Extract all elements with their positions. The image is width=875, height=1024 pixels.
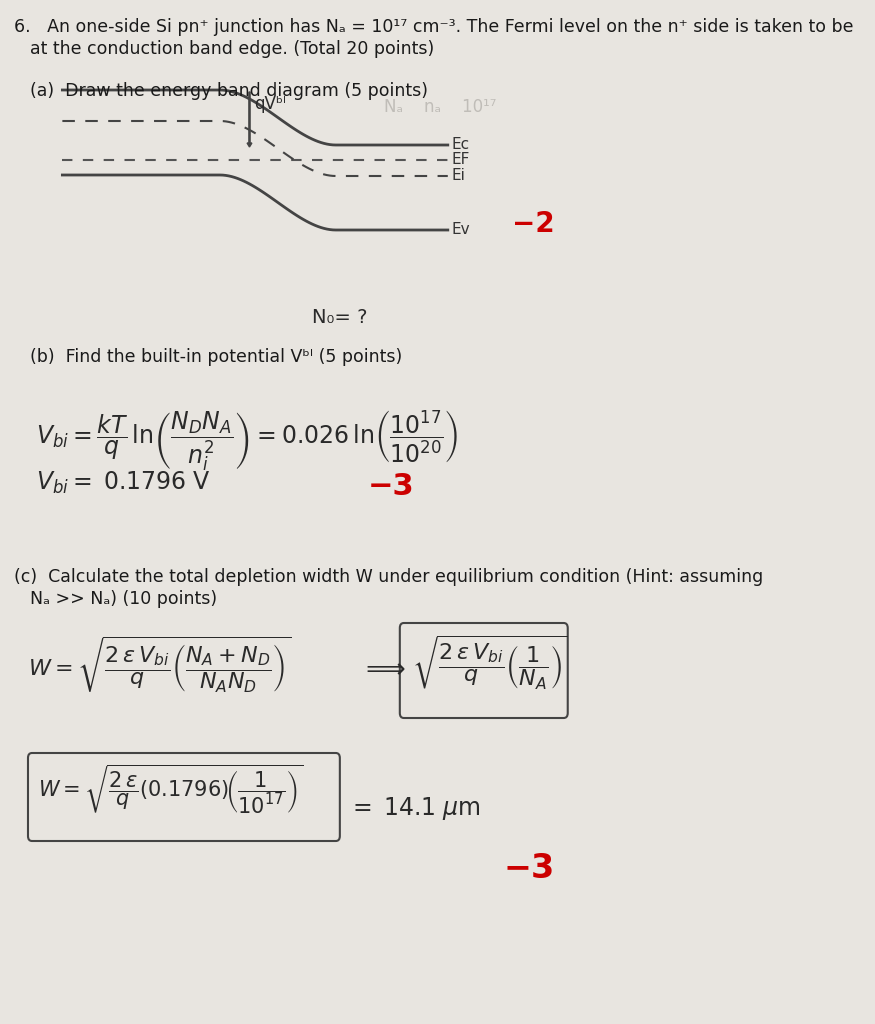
Text: −3: −3 (368, 472, 415, 501)
Text: EF: EF (452, 152, 470, 167)
Text: Nₐ    nₐ    10¹⁷: Nₐ nₐ 10¹⁷ (384, 98, 496, 116)
Text: Ev: Ev (452, 222, 471, 237)
Text: $V_{bi} = \;0.1796\;\mathrm{V}$: $V_{bi} = \;0.1796\;\mathrm{V}$ (36, 470, 210, 497)
FancyArrow shape (247, 92, 252, 147)
Text: N₀= ?: N₀= ? (312, 308, 368, 327)
Text: (a)  Draw the energy band diagram (5 points): (a) Draw the energy band diagram (5 poin… (31, 82, 429, 100)
FancyBboxPatch shape (400, 623, 568, 718)
Text: at the conduction band edge. (Total 20 points): at the conduction band edge. (Total 20 p… (31, 40, 435, 58)
Text: $\Longrightarrow$: $\Longrightarrow$ (360, 654, 406, 682)
Text: 6.   An one-side Si pn⁺ junction has Nₐ = 10¹⁷ cm⁻³. The Fermi level on the n⁺ s: 6. An one-side Si pn⁺ junction has Nₐ = … (14, 18, 854, 36)
Text: qVᵇᴵ: qVᵇᴵ (255, 95, 286, 113)
Text: (b)  Find the built-in potential Vᵇᴵ (5 points): (b) Find the built-in potential Vᵇᴵ (5 p… (31, 348, 403, 366)
Text: Ec: Ec (452, 137, 470, 152)
Text: $= \;14.1\;\mu\mathrm{m}$: $= \;14.1\;\mu\mathrm{m}$ (348, 795, 480, 822)
Text: $W = \sqrt{\dfrac{2\,\varepsilon}{q}(0.1796)\!\left(\dfrac{1}{10^{17}}\right)}$: $W = \sqrt{\dfrac{2\,\varepsilon}{q}(0.1… (38, 763, 304, 816)
Text: Nₐ >> Nₐ) (10 points): Nₐ >> Nₐ) (10 points) (31, 590, 218, 608)
Text: (c)  Calculate the total depletion width W under equilibrium condition (Hint: as: (c) Calculate the total depletion width … (14, 568, 764, 586)
Text: Ei: Ei (452, 168, 466, 183)
Text: −3: −3 (504, 852, 555, 885)
Text: $V_{bi} = \dfrac{kT}{q}\,\ln\!\left(\dfrac{N_D N_A}{n_i^{2}}\right) = 0.026\,\ln: $V_{bi} = \dfrac{kT}{q}\,\ln\!\left(\dfr… (36, 408, 458, 472)
Text: $W = \sqrt{\dfrac{2\,\varepsilon\,V_{bi}}{q}\left(\dfrac{N_A + N_D}{N_A N_D}\rig: $W = \sqrt{\dfrac{2\,\varepsilon\,V_{bi}… (28, 635, 291, 695)
Text: −2: −2 (512, 210, 555, 238)
FancyBboxPatch shape (28, 753, 340, 841)
Text: $\sqrt{\dfrac{2\,\varepsilon\,V_{bi}}{q}\left(\dfrac{1}{N_A}\right)}$: $\sqrt{\dfrac{2\,\varepsilon\,V_{bi}}{q}… (412, 633, 567, 692)
